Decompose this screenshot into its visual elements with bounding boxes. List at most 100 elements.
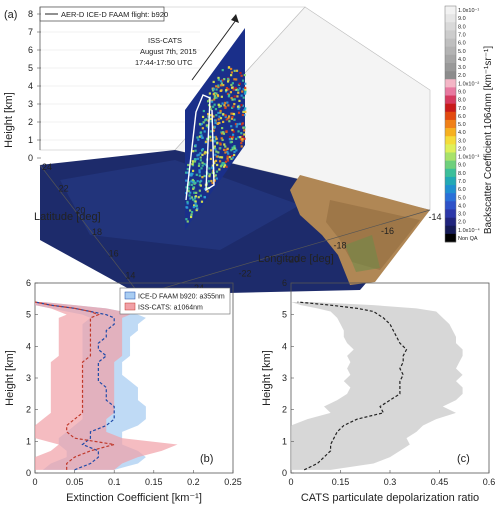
panel-b-legend (119, 287, 231, 315)
colorbar-tick-label: 2.0 (458, 146, 466, 152)
colorbar-tick-label: 1.0x10⁻² (458, 81, 479, 87)
backscatter-pixel (214, 121, 217, 125)
backscatter-pixel (222, 113, 225, 116)
backscatter-pixel (225, 165, 228, 168)
backscatter-pixel (189, 173, 192, 177)
backscatter-pixel (227, 152, 230, 155)
latitude-tick-label: 22 (59, 184, 69, 194)
backscatter-pixel (220, 95, 223, 98)
backscatter-pixel (218, 115, 221, 118)
backscatter-pixel (215, 96, 218, 99)
x-tick-label: 0 (32, 477, 37, 487)
backscatter-pixel (243, 133, 246, 136)
backscatter-pixel (212, 129, 215, 132)
backscatter-pixel (186, 171, 189, 174)
backscatter-pixel (209, 149, 213, 152)
backscatter-pixel (199, 123, 202, 126)
backscatter-pixel (191, 181, 194, 184)
backscatter-pixel (195, 204, 199, 207)
backscatter-pixel (231, 98, 234, 101)
backscatter-pixel (226, 157, 229, 160)
backscatter-pixel (214, 159, 218, 162)
backscatter-pixel (230, 96, 233, 100)
backscatter-pixel (187, 187, 190, 190)
backscatter-pixel (217, 118, 220, 121)
backscatter-pixel (215, 92, 218, 95)
backscatter-pixel (244, 86, 247, 90)
backscatter-pixel (238, 122, 241, 125)
backscatter-pixel (185, 171, 188, 174)
backscatter-pixel (237, 130, 240, 133)
colorbar-swatch (445, 233, 456, 243)
backscatter-pixel (239, 136, 242, 139)
backscatter-pixel (194, 181, 197, 184)
backscatter-pixel (231, 146, 234, 149)
backscatter-pixel (235, 88, 238, 91)
height-tick-label: 6 (28, 45, 33, 55)
colorbar-swatch (445, 217, 456, 227)
backscatter-pixel (213, 179, 216, 182)
colorbar-swatch (445, 38, 456, 47)
series-1-mean-line (34, 301, 115, 470)
backscatter-pixel (221, 102, 224, 105)
backscatter-pixel (198, 169, 201, 172)
backscatter-pixel (233, 150, 236, 154)
backscatter-pixel (229, 91, 233, 94)
backscatter-pixel (231, 147, 234, 151)
backscatter-pixel (225, 130, 228, 133)
backscatter-pixel (208, 92, 211, 95)
backscatter-pixel (213, 136, 216, 139)
colorbar-tick-label: 8.0 (458, 24, 466, 30)
x-tick-label: 0.2 (187, 477, 200, 487)
backscatter-pixel (197, 138, 200, 141)
backscatter-pixel (187, 163, 190, 167)
colorbar-tick-label: 4.0 (458, 57, 466, 63)
backscatter-pixel (243, 126, 246, 129)
backscatter-pixel (213, 92, 217, 95)
colorbar-tick-label: 3.0 (458, 138, 466, 144)
backscatter-pixel (213, 98, 216, 101)
backscatter-pixel (221, 69, 224, 72)
backscatter-pixel (219, 80, 223, 83)
backscatter-pixel (222, 132, 226, 135)
backscatter-pixel (222, 165, 226, 168)
backscatter-pixel (200, 149, 204, 152)
backscatter-pixel (217, 151, 220, 154)
backscatter-pixel (188, 194, 191, 197)
y-tick-label: 4 (26, 341, 31, 351)
series-1-band (35, 302, 178, 470)
backscatter-pixel (244, 107, 247, 110)
curtain-background (185, 28, 245, 230)
colorbar-swatch (445, 185, 456, 194)
backscatter-pixel (220, 82, 224, 85)
backscatter-pixel (223, 143, 226, 146)
backscatter-pixel (206, 172, 209, 175)
backscatter-pixel (188, 181, 191, 184)
backscatter-pixel (216, 163, 219, 167)
backscatter-pixel (234, 86, 237, 90)
backscatter-pixel (241, 138, 244, 141)
x-tick-label: 0.15 (145, 477, 163, 487)
height-axis-label: Height [km] (3, 92, 15, 148)
backscatter-pixel (243, 108, 246, 112)
backscatter-pixel (209, 139, 212, 142)
backscatter-pixel (212, 115, 215, 118)
backscatter-pixel (203, 195, 206, 199)
backscatter-pixel (244, 88, 247, 91)
backscatter-pixel (227, 78, 230, 81)
backscatter-pixel (230, 74, 233, 77)
colorbar-swatch (445, 95, 456, 104)
y-tick-label: 5 (282, 310, 287, 320)
backscatter-pixel (213, 94, 217, 98)
backscatter-pixel (203, 130, 206, 133)
backscatter-pixel (243, 113, 246, 117)
backscatter-pixel (220, 89, 223, 92)
backscatter-pixel (214, 148, 217, 151)
backscatter-pixel (217, 84, 220, 87)
backscatter-pixel (193, 204, 196, 207)
colorbar-swatch (445, 144, 456, 153)
panel-c-chart: 0 0.15 0.3 0.45 0.6 0 1 2 3 4 5 6 CATS particulate … (261, 278, 495, 504)
backscatter-pixel (228, 138, 231, 141)
backscatter-pixel (242, 110, 245, 113)
backscatter-pixel (239, 71, 242, 75)
